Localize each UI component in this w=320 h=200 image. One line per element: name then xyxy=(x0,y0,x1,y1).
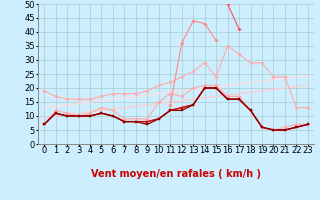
X-axis label: Vent moyen/en rafales ( km/h ): Vent moyen/en rafales ( km/h ) xyxy=(91,169,261,179)
